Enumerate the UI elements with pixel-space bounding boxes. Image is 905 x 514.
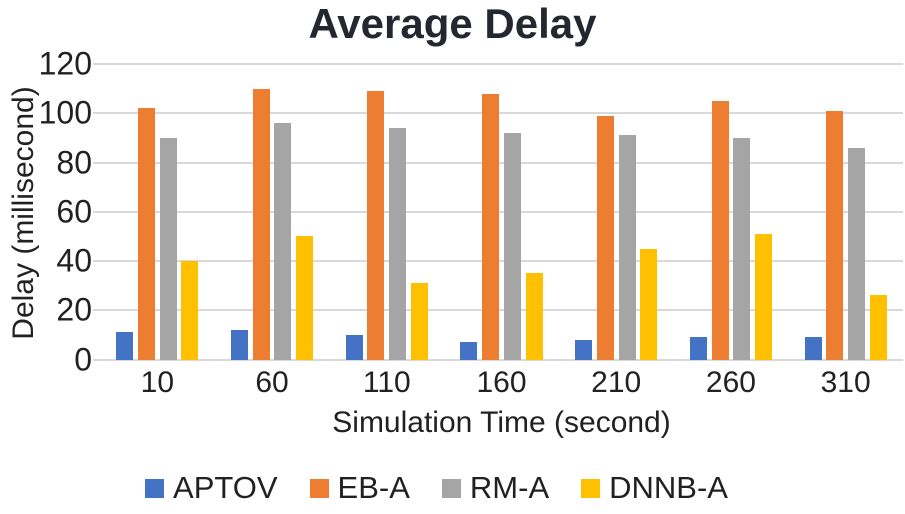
y-tick-label-0: 0 xyxy=(74,341,92,377)
legend-swatch-icon xyxy=(581,478,601,498)
bar-eb-a-260 xyxy=(711,100,729,360)
bar-rm-a-260 xyxy=(733,137,751,360)
x-tick-label-260: 260 xyxy=(705,366,756,399)
bar-aptov-260 xyxy=(689,337,707,360)
x-axis-title: Simulation Time (second) xyxy=(332,406,671,439)
bar-rm-a-210 xyxy=(618,135,636,360)
bar-rm-a-310 xyxy=(847,147,865,360)
gridline-y-120 xyxy=(93,63,903,65)
x-tick-label-110: 110 xyxy=(362,366,411,399)
x-tick-label-10: 10 xyxy=(140,366,175,399)
bar-aptov-60 xyxy=(231,329,249,360)
chart-title: Average Delay xyxy=(308,0,597,47)
gridline-y-0 xyxy=(93,358,903,361)
x-tick-label-160: 160 xyxy=(476,366,527,399)
bar-eb-a-310 xyxy=(826,110,844,360)
legend-item-aptov: APTOV xyxy=(145,470,278,506)
legend-swatch-icon xyxy=(309,478,329,498)
bar-rm-a-60 xyxy=(274,123,292,360)
bar-dnnb-a-160 xyxy=(525,273,543,360)
bar-aptov-310 xyxy=(804,337,822,360)
legend-label: DNNB-A xyxy=(609,470,728,505)
x-tick-label-310: 310 xyxy=(820,366,871,399)
x-tick-label-60: 60 xyxy=(255,366,289,399)
y-tick-label-80: 80 xyxy=(56,144,92,180)
y-tick-label-100: 100 xyxy=(38,94,92,131)
bar-dnnb-a-60 xyxy=(296,236,314,360)
bar-rm-a-10 xyxy=(159,137,177,360)
bar-rm-a-110 xyxy=(389,128,407,360)
bar-dnnb-a-10 xyxy=(181,261,199,360)
plot-area xyxy=(93,63,903,361)
bar-aptov-110 xyxy=(345,334,363,360)
bar-dnnb-a-260 xyxy=(754,233,772,360)
x-tick-label-210: 210 xyxy=(591,366,642,399)
bar-aptov-210 xyxy=(575,339,593,360)
y-tick-label-120: 120 xyxy=(38,45,92,82)
bar-eb-a-210 xyxy=(596,115,614,360)
legend-swatch-icon xyxy=(441,478,461,498)
bar-dnnb-a-310 xyxy=(869,295,887,360)
legend-label: RM-A xyxy=(469,470,550,505)
bar-dnnb-a-110 xyxy=(410,283,428,360)
legend-label: APTOV xyxy=(173,470,278,505)
legend: APTOV EB-A RM-A DNNB-A xyxy=(0,470,889,506)
legend-swatch-icon xyxy=(145,478,165,498)
bar-eb-a-10 xyxy=(138,108,155,360)
bar-eb-a-160 xyxy=(482,93,500,360)
y-tick-label-60: 60 xyxy=(56,193,92,230)
legend-item-eb-a: EB-A xyxy=(309,470,410,506)
bar-dnnb-a-210 xyxy=(640,248,658,360)
bar-eb-a-60 xyxy=(252,88,270,360)
legend-item-dnnb-a: DNNB-A xyxy=(581,470,728,506)
y-tick-label-20: 20 xyxy=(56,291,92,328)
legend-label: EB-A xyxy=(337,470,410,505)
bar-aptov-160 xyxy=(460,342,478,360)
bar-rm-a-160 xyxy=(503,132,521,360)
y-tick-label-40: 40 xyxy=(56,242,92,279)
bar-eb-a-110 xyxy=(367,91,385,360)
bar-aptov-10 xyxy=(116,332,134,360)
legend-item-rm-a: RM-A xyxy=(441,470,550,506)
